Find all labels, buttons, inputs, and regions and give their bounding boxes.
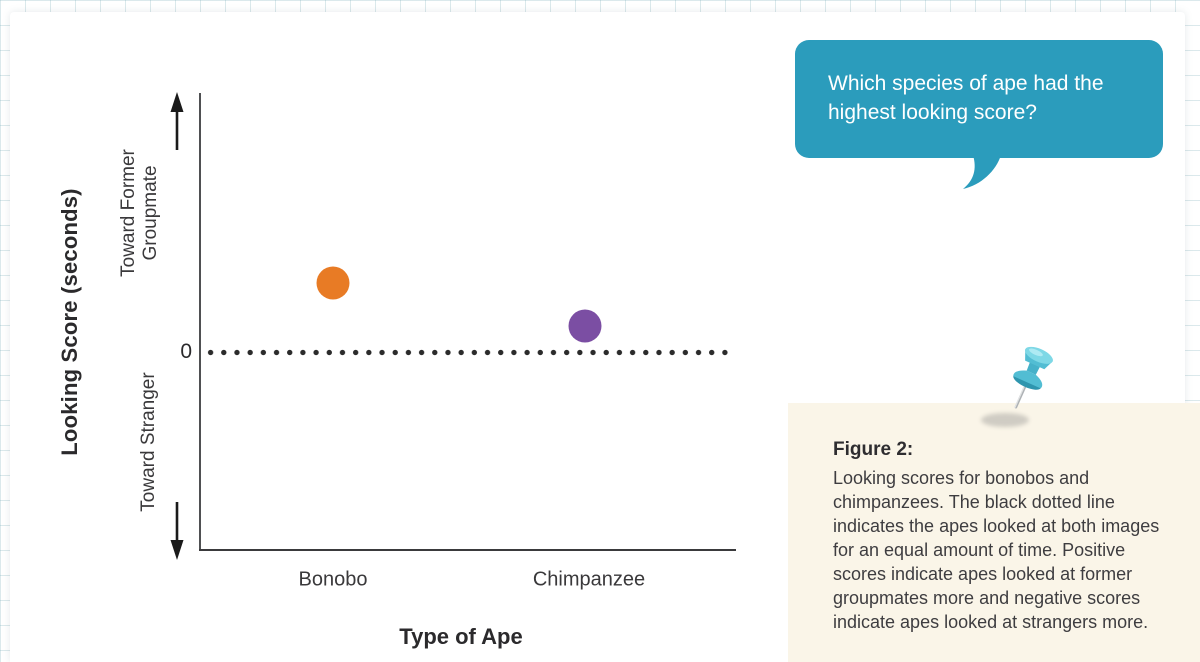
- figure-caption: Figure 2: Looking scores for bonobos and…: [788, 403, 1200, 662]
- y-axis-annotation-negative: Toward Stranger: [138, 372, 159, 512]
- question-bubble-text: Which species of ape had the highest loo…: [828, 72, 1104, 124]
- x-tick-label-bonobo: Bonobo: [298, 568, 368, 591]
- y-axis-line: [199, 93, 201, 550]
- y-axis-annotation-positive: Toward Former Groupmate: [118, 149, 161, 277]
- x-tick-label-chimpanzee: Chimpanzee: [532, 568, 646, 591]
- pushpin-icon: [981, 346, 1053, 427]
- question-bubble: Which species of ape had the highest loo…: [795, 40, 1163, 189]
- data-point-chimpanzee: [568, 309, 602, 343]
- figure-caption-title: Figure 2:: [833, 439, 914, 460]
- zero-tick-label: 0: [180, 340, 192, 363]
- arrow-down-icon: [170, 502, 184, 560]
- y-axis-title: Looking Score (seconds): [57, 188, 82, 456]
- data-point-bonobo: [316, 266, 350, 300]
- zero-dotted-line: [204, 349, 732, 356]
- x-axis-line: [199, 549, 736, 551]
- arrow-up-icon: [170, 92, 184, 150]
- figure-caption-body: Looking scores for bonobos and chimpanze…: [833, 468, 1160, 632]
- x-axis-title: Type of Ape: [399, 624, 523, 649]
- speech-bubble-tail: [963, 155, 1001, 189]
